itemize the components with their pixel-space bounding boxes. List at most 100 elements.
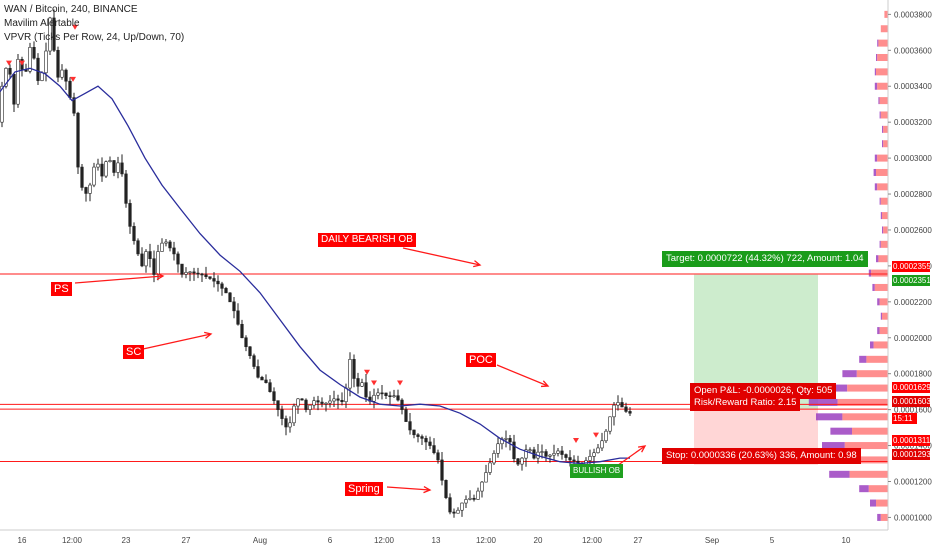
candle-body bbox=[432, 445, 436, 454]
spring-tag: Spring bbox=[345, 482, 383, 496]
candle-body bbox=[336, 398, 340, 401]
candle-body bbox=[168, 241, 172, 249]
candle-body bbox=[400, 399, 404, 410]
price-tick-label: 0.0001800 bbox=[894, 370, 932, 379]
price-tick-label: 0.0003600 bbox=[894, 46, 932, 55]
vp-down-bar bbox=[874, 183, 878, 191]
candle-body bbox=[160, 242, 164, 252]
vp-up-bar bbox=[882, 212, 888, 220]
candle-body bbox=[376, 392, 380, 396]
candle-body bbox=[112, 160, 116, 173]
candle-body bbox=[348, 359, 352, 389]
candle-body bbox=[184, 272, 188, 275]
current-price-tag: 0.0001629 bbox=[892, 382, 931, 393]
candle-body bbox=[320, 401, 324, 404]
candle-body bbox=[300, 398, 304, 401]
candle-body bbox=[288, 422, 292, 428]
candle-body bbox=[116, 162, 120, 173]
sc-arrow bbox=[142, 333, 212, 350]
vp-down-bar bbox=[870, 341, 874, 349]
ps-arrow bbox=[74, 275, 164, 284]
vp-up-bar bbox=[878, 255, 888, 263]
candle-body bbox=[436, 452, 440, 461]
candle-body bbox=[456, 509, 460, 514]
candle-body bbox=[428, 441, 432, 446]
stop-label[interactable]: Stop: 0.0000336 (20.63%) 336, Amount: 0.… bbox=[662, 448, 861, 464]
candle-body bbox=[600, 440, 604, 449]
vp-up-bar bbox=[837, 398, 888, 406]
candle-body bbox=[200, 273, 204, 276]
candle-body bbox=[304, 399, 308, 410]
vp-down-bar bbox=[882, 140, 884, 148]
candle-body bbox=[344, 387, 348, 403]
candle-body bbox=[496, 443, 500, 454]
target-label[interactable]: Target: 0.0000722 (44.32%) 722, Amount: … bbox=[662, 251, 868, 267]
vp-up-bar bbox=[877, 82, 888, 90]
price-tick-label: 0.0002200 bbox=[894, 298, 932, 307]
candle-body bbox=[360, 382, 364, 387]
candle-body bbox=[192, 271, 196, 274]
candle-body bbox=[316, 400, 320, 403]
vp-up-bar bbox=[879, 298, 888, 306]
time-tick-label: 12:00 bbox=[374, 536, 395, 545]
daily-ob-arrow-head bbox=[473, 260, 482, 268]
sell-signal-marker bbox=[573, 437, 579, 443]
vp-down-bar bbox=[870, 499, 876, 507]
candle-body bbox=[324, 402, 328, 405]
candle-body bbox=[248, 346, 252, 357]
candle-body bbox=[352, 359, 356, 379]
candle-body bbox=[52, 17, 56, 51]
vp-up-bar bbox=[877, 154, 888, 162]
candle-body bbox=[440, 459, 444, 481]
sell-signal-marker bbox=[70, 76, 76, 82]
vp-up-bar bbox=[873, 341, 888, 349]
candle-body bbox=[44, 50, 48, 74]
vp-down-bar bbox=[842, 370, 857, 378]
poc-tag: POC bbox=[466, 353, 496, 367]
candle-body bbox=[480, 481, 484, 492]
vp-up-bar bbox=[880, 513, 888, 521]
indicator-vpvr: VPVR (Ticks Per Row, 24, Up/Down, 70) bbox=[4, 32, 185, 43]
vp-down-bar bbox=[876, 53, 878, 61]
candle-body bbox=[508, 438, 512, 443]
candle-body bbox=[588, 456, 592, 461]
candle-body bbox=[12, 73, 16, 105]
time-tick-label: 27 bbox=[182, 536, 191, 545]
candle-body bbox=[568, 457, 572, 461]
time-tick-label: 12:00 bbox=[62, 536, 83, 545]
candle-body bbox=[544, 451, 548, 457]
candle-body bbox=[372, 394, 376, 402]
risk-reward-label[interactable]: Risk/Reward Ratio: 2.15 bbox=[690, 395, 801, 411]
vp-up-bar bbox=[847, 384, 888, 392]
vp-down-bar bbox=[877, 39, 879, 47]
price-tick-label: 0.0003000 bbox=[894, 154, 932, 163]
candle-body bbox=[272, 391, 276, 401]
candle-body bbox=[104, 161, 108, 177]
price-tick-label: 0.0001200 bbox=[894, 477, 932, 486]
price-tick-label: 0.0003400 bbox=[894, 82, 932, 91]
candle-body bbox=[520, 457, 524, 465]
vp-up-bar bbox=[876, 168, 888, 176]
candle-body bbox=[60, 69, 64, 78]
time-tick-label: 20 bbox=[534, 536, 543, 545]
candle-body bbox=[404, 409, 408, 422]
vp-down-bar bbox=[808, 398, 838, 406]
vp-down-bar bbox=[859, 485, 869, 493]
candle-body bbox=[204, 274, 208, 277]
vp-up-bar bbox=[877, 183, 888, 191]
candle-body bbox=[80, 166, 84, 188]
vp-down-bar bbox=[859, 355, 867, 363]
candle-body bbox=[620, 402, 624, 408]
vp-up-bar bbox=[880, 25, 888, 33]
vp-up-bar bbox=[842, 413, 888, 421]
candle-body bbox=[76, 112, 80, 168]
vp-down-bar bbox=[879, 197, 881, 205]
candle-body bbox=[216, 280, 220, 285]
candle-body bbox=[524, 449, 528, 459]
candle-body bbox=[552, 453, 556, 456]
candle-body bbox=[148, 251, 152, 260]
vp-up-bar bbox=[878, 39, 888, 47]
candle-body bbox=[256, 366, 260, 378]
time-tick-label: 23 bbox=[122, 536, 131, 545]
